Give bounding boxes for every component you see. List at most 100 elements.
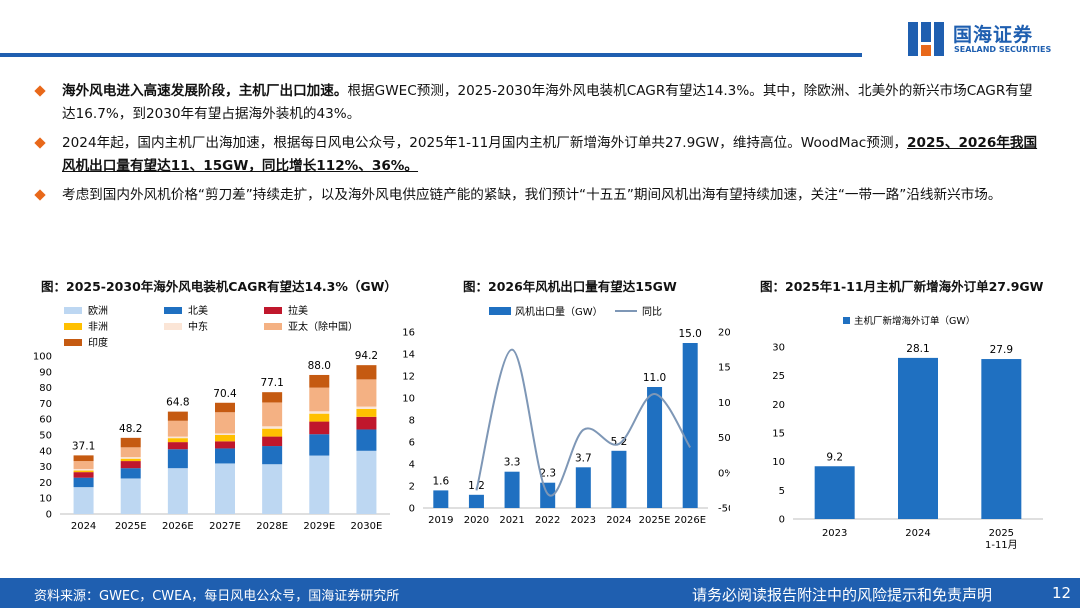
y-tick-label: 0 <box>409 504 415 515</box>
chart2-title: 图：2026年风机出口量有望达15GW <box>463 279 677 294</box>
x-tick-label: 2021 <box>499 515 524 526</box>
y-tick-label: 12 <box>402 372 415 383</box>
bar-value-label: 3.7 <box>575 452 592 464</box>
stacked-bar-segment <box>356 408 377 417</box>
bar <box>682 343 698 508</box>
stacked-bar-segment <box>215 402 235 413</box>
x-tick-label: 2025 <box>989 528 1014 539</box>
stacked-bar-segment <box>356 379 377 407</box>
stacked-bar-segment <box>120 458 141 462</box>
logo-text-en: SEALAND SECURITIES <box>954 45 1052 54</box>
bar <box>433 490 449 508</box>
y2-tick-label: 50% <box>718 433 730 444</box>
bullet-text: 根据GWEC预测，2025-2030年海外风电装机CAGR有望达14.3%。其中… <box>62 83 1033 122</box>
stacked-bar-segment <box>262 392 283 403</box>
company-logo: 国海证券 SEALAND SECURITIES <box>906 18 1066 60</box>
x-tick-label: 2022 <box>535 515 560 526</box>
page-number: 12 <box>1052 584 1072 602</box>
x-tick-label: 2024 <box>905 528 930 539</box>
y-tick-label: 0 <box>46 510 52 521</box>
stacked-bar-segment <box>356 365 377 380</box>
legend-swatch <box>164 323 182 330</box>
y-tick-label: 30 <box>772 343 785 354</box>
stacked-bar-segment <box>73 487 94 514</box>
stacked-bar-segment <box>356 429 377 451</box>
x-tick-label: 2025E <box>639 515 671 526</box>
chart2-bar-line: 风机出口量（GW） 同比 0 2 4 6 8 10 12 14 16 -50% 0% 50% 100% 150… <box>402 305 730 526</box>
x-tick-label: 2023 <box>571 515 596 526</box>
legend-swatch <box>843 317 850 324</box>
y-tick-label: 10 <box>39 494 52 505</box>
bar <box>468 494 484 508</box>
x-tick-label: 2024 <box>71 521 96 532</box>
stacked-bar-segment <box>215 463 235 514</box>
stacked-bar-segment <box>356 406 377 409</box>
stacked-bar-segment <box>120 457 141 459</box>
x-tick-label: 2028E <box>256 521 288 532</box>
stacked-bar-segment <box>167 420 188 437</box>
legend-swatch <box>64 323 82 330</box>
stacked-bar-segment <box>262 464 283 514</box>
sealand-logo-icon <box>908 22 944 56</box>
bullet-item-3: 考虑到国内外风机价格“剪刀差”持续走扩，以及海外风电供应链产能的紧缺，我们预计“… <box>34 184 1044 207</box>
x-tick-label: 2030E <box>351 521 383 532</box>
bar-value-label: 1.2 <box>468 480 485 492</box>
legend-swatch <box>164 307 182 314</box>
bullet-text: 考虑到国内外风机价格“剪刀差”持续走扩，以及海外风电供应链产能的紧缺，我们预计“… <box>62 187 1002 203</box>
x-tick-label: 2025E <box>115 521 147 532</box>
y-tick-label: 70 <box>39 399 52 410</box>
y-tick-label: 15 <box>772 429 785 440</box>
stacked-bar-segment <box>215 433 235 435</box>
y2-tick-label: 150% <box>718 363 730 374</box>
legend-label: 北美 <box>188 304 208 317</box>
stacked-bar-segment <box>73 472 94 478</box>
diamond-bullet-icon <box>34 137 46 149</box>
bullet-list: 海外风电进入高速发展阶段，主机厂出口加速。根据GWEC预测，2025-2030年… <box>34 80 1044 213</box>
bar-value-label: 15.0 <box>678 328 701 340</box>
bar <box>814 466 855 519</box>
logo-text-cn: 国海证券 <box>953 24 1034 46</box>
legend-swatch <box>489 307 511 315</box>
y-tick-label: 5 <box>779 486 785 497</box>
stacked-bar-segment <box>309 387 330 412</box>
bar <box>540 482 556 508</box>
x-tick-label: 2026E <box>674 515 706 526</box>
y2-tick-label: 100% <box>718 398 730 409</box>
y-tick-label: 40 <box>39 446 52 457</box>
stacked-bar-segment <box>120 461 141 469</box>
bar-total-label: 37.1 <box>72 440 95 452</box>
stacked-bar-segment <box>73 468 94 471</box>
y2-tick-label: -50% <box>718 504 730 515</box>
x-tick-label: 2027E <box>209 521 241 532</box>
x-tick-label: 2026E <box>162 521 194 532</box>
bullet-item-1: 海外风电进入高速发展阶段，主机厂出口加速。根据GWEC预测，2025-2030年… <box>34 80 1044 126</box>
x-tick-label: 2019 <box>428 515 453 526</box>
legend-label: 亚太（除中国） <box>288 320 358 333</box>
bar <box>647 387 663 508</box>
yoy-line <box>475 348 692 497</box>
stacked-bar-segment <box>167 411 188 421</box>
y-tick-label: 6 <box>409 438 415 449</box>
stacked-bar-segment <box>73 455 94 462</box>
y-tick-label: 2 <box>409 482 415 493</box>
bar <box>898 357 938 519</box>
x-tick-label: 2023 <box>822 528 847 539</box>
y2-tick-label: 200% <box>718 328 730 339</box>
stacked-bar-segment <box>356 416 377 430</box>
bar-total-label: 94.2 <box>355 350 378 362</box>
legend-label: 印度 <box>88 336 108 349</box>
stacked-bar-segment <box>167 449 188 469</box>
legend-swatch <box>64 339 82 346</box>
legend-label: 欧洲 <box>88 305 108 317</box>
bar-total-label: 88.0 <box>308 360 331 372</box>
y-tick-label: 0 <box>779 515 785 526</box>
stacked-bar-segment <box>167 438 188 443</box>
legend-label: 非洲 <box>88 321 108 333</box>
legend-swatch <box>264 307 282 314</box>
y-tick-label: 8 <box>409 416 415 427</box>
bar-value-label: 27.9 <box>990 344 1013 356</box>
bar-total-label: 70.4 <box>213 388 237 400</box>
y-tick-label: 100 <box>33 352 52 363</box>
bar-value-label: 9.2 <box>826 451 843 463</box>
diamond-bullet-icon <box>34 85 46 97</box>
